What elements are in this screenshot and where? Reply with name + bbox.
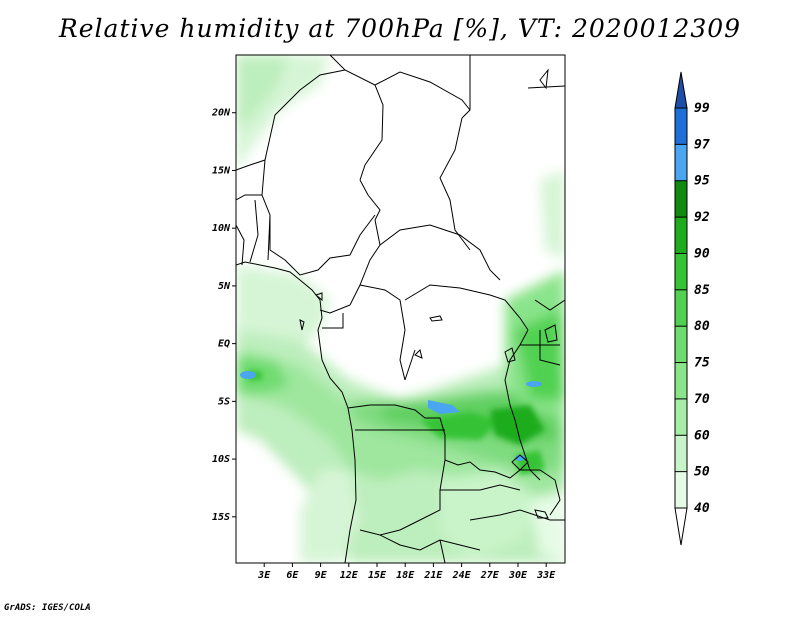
colorbar: 40 50 60 70 75 80 85 90 92 95 97 99 [674,71,710,546]
lat-label: 5S [218,396,230,407]
lat-label: 10N [212,223,231,234]
map-frame [235,54,566,564]
lat-label: 20N [211,108,231,119]
triangle-up-icon [674,71,688,109]
colorbar-label: 75 [694,356,710,371]
country-borders [236,55,565,563]
colorbar-label: 50 [694,465,710,480]
map-title: Relative humidity at 700hPa [%], VT: 202… [58,14,742,43]
colorbar-label: 99 [694,101,710,116]
lat-label: 15S [212,512,230,523]
lon-label: 18E [396,570,415,581]
colorbar-swatch [675,435,687,472]
colorbar-label: 70 [694,392,710,407]
colorbar-label: 95 [694,174,710,189]
colorbar-label: 92 [694,210,710,225]
lon-label: 6E [286,570,299,581]
colorbar-swatch [675,217,687,254]
lon-label: 21E [423,570,443,581]
colorbar-swatch [675,362,687,399]
colorbar-label: 80 [694,319,710,334]
longitude-axis: 3E 6E 9E 12E 15E 18E 21E 24E 27E 30E 33E [257,563,556,581]
lat-label: 5N [218,281,231,292]
lat-label: 10S [212,454,230,465]
colorbar-label: 60 [694,428,710,443]
colorbar-swatch [675,144,687,181]
colorbar-label: 85 [694,283,710,298]
lat-label: EQ [218,339,230,350]
triangle-down-icon [674,507,688,546]
lon-label: 30E [508,570,528,581]
colorbar-swatch [675,108,687,145]
lon-label: 33E [536,570,556,581]
lon-label: 15E [368,570,387,581]
lat-label: 15N [212,165,231,176]
colorbar-label: 97 [694,137,710,152]
colorbar-swatch [675,471,687,508]
humidity-field [236,55,565,563]
latitude-axis: 20N 15N 10N 5N EQ 5S 10S 15S [211,108,236,523]
colorbar-swatch [675,180,687,218]
lon-label: 27E [480,570,500,581]
colorbar-label: 40 [694,501,710,516]
lon-label: 9E [315,570,328,581]
colorbar-swatch [675,398,687,436]
lon-label: 24E [452,570,472,581]
colorbar-label: 90 [694,246,710,261]
colorbar-swatch [675,289,687,327]
lon-label: 12E [340,570,359,581]
grads-credit: GrADS: IGES/COLA [4,603,91,613]
colorbar-swatch [675,253,687,290]
colorbar-swatch [675,326,687,363]
lon-label: 3E [257,570,271,581]
